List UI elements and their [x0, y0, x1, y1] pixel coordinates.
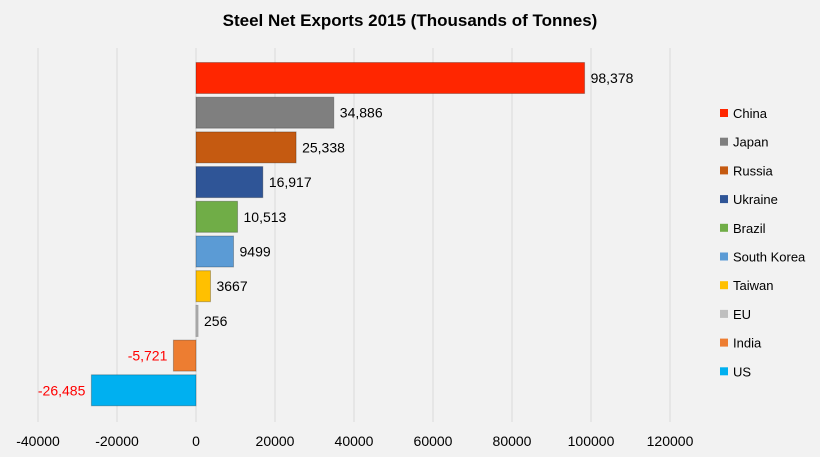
x-tick-label: 40000	[335, 433, 374, 449]
legend-label: China	[733, 106, 768, 121]
x-tick-label: -40000	[16, 433, 60, 449]
data-label: 16,917	[269, 174, 312, 190]
legend-label: South Korea	[733, 250, 806, 265]
legend-label: Japan	[733, 135, 768, 150]
x-tick-label: -20000	[95, 433, 139, 449]
data-label: -5,721	[128, 348, 168, 364]
bar-us	[90, 374, 197, 407]
bar-russia	[195, 131, 297, 164]
bar-china	[195, 62, 586, 94]
legend-swatch	[720, 109, 728, 117]
x-tick-label: 60000	[414, 433, 453, 449]
data-label: 9499	[240, 244, 271, 260]
bar-japan	[195, 96, 335, 129]
data-label: -26,485	[38, 382, 86, 398]
x-tick-label: 20000	[256, 433, 295, 449]
legend-swatch	[720, 223, 728, 232]
legend-swatch	[720, 338, 728, 347]
data-label: 256	[204, 313, 228, 329]
x-tick-label: 80000	[493, 433, 532, 449]
data-label: 34,886	[340, 105, 383, 121]
x-tick-label: 0	[192, 433, 200, 449]
data-label: 25,338	[302, 139, 345, 155]
legend-label: Russia	[733, 163, 774, 178]
legend-label: Ukraine	[733, 192, 778, 207]
x-tick-label: 120000	[647, 433, 694, 449]
legend-swatch	[720, 195, 728, 204]
legend-swatch	[720, 367, 728, 376]
legend-label: India	[733, 336, 762, 351]
legend-swatch	[720, 309, 728, 318]
chart-title: Steel Net Exports 2015 (Thousands of Ton…	[223, 11, 598, 30]
bar-eu	[195, 304, 199, 337]
legend-swatch	[720, 252, 728, 261]
data-label: 10,513	[244, 209, 287, 225]
legend-label: US	[733, 364, 751, 379]
legend-swatch	[720, 281, 728, 290]
legend-swatch	[720, 137, 728, 146]
data-label: 3667	[216, 278, 247, 294]
bar-india	[172, 339, 197, 372]
bar-south-korea	[195, 235, 235, 268]
legend-swatch	[720, 166, 728, 175]
legend-label: Taiwan	[733, 278, 773, 293]
data-label: 98,378	[591, 70, 634, 86]
legend-label: EU	[733, 307, 751, 322]
x-tick-label: 100000	[568, 433, 615, 449]
legend-label: Brazil	[733, 221, 766, 236]
bar-taiwan	[195, 270, 211, 303]
bar-ukraine	[195, 166, 264, 199]
bar-brazil	[195, 200, 239, 233]
